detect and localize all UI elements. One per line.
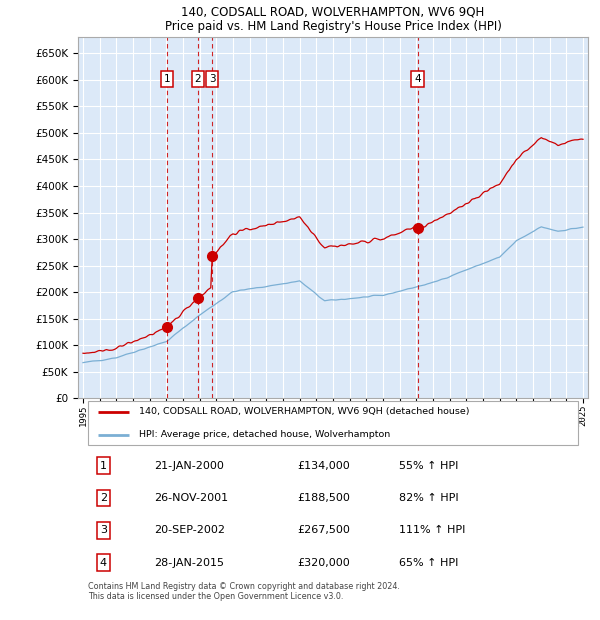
Text: 26-NOV-2001: 26-NOV-2001 xyxy=(155,493,229,503)
Title: 140, CODSALL ROAD, WOLVERHAMPTON, WV6 9QH
Price paid vs. HM Land Registry's Hous: 140, CODSALL ROAD, WOLVERHAMPTON, WV6 9Q… xyxy=(164,5,502,33)
Text: HPI: Average price, detached house, Wolverhampton: HPI: Average price, detached house, Wolv… xyxy=(139,430,391,439)
Text: 4: 4 xyxy=(414,74,421,84)
Text: 1: 1 xyxy=(100,461,107,471)
Text: 55% ↑ HPI: 55% ↑ HPI xyxy=(400,461,458,471)
Text: 82% ↑ HPI: 82% ↑ HPI xyxy=(400,493,459,503)
Text: 21-JAN-2000: 21-JAN-2000 xyxy=(155,461,224,471)
Text: £267,500: £267,500 xyxy=(297,525,350,535)
Text: 1: 1 xyxy=(164,74,170,84)
Text: 140, CODSALL ROAD, WOLVERHAMPTON, WV6 9QH (detached house): 140, CODSALL ROAD, WOLVERHAMPTON, WV6 9Q… xyxy=(139,407,470,416)
Text: 20-SEP-2002: 20-SEP-2002 xyxy=(155,525,226,535)
Text: 65% ↑ HPI: 65% ↑ HPI xyxy=(400,557,458,568)
Text: 28-JAN-2015: 28-JAN-2015 xyxy=(155,557,224,568)
Text: 111% ↑ HPI: 111% ↑ HPI xyxy=(400,525,466,535)
Text: 2: 2 xyxy=(100,493,107,503)
Text: 4: 4 xyxy=(100,557,107,568)
Text: 3: 3 xyxy=(209,74,215,84)
Text: Contains HM Land Registry data © Crown copyright and database right 2024.
This d: Contains HM Land Registry data © Crown c… xyxy=(88,582,400,601)
FancyBboxPatch shape xyxy=(88,401,578,445)
Text: £320,000: £320,000 xyxy=(297,557,350,568)
Text: £134,000: £134,000 xyxy=(297,461,350,471)
Text: 3: 3 xyxy=(100,525,107,535)
Text: £188,500: £188,500 xyxy=(297,493,350,503)
Text: 2: 2 xyxy=(194,74,202,84)
